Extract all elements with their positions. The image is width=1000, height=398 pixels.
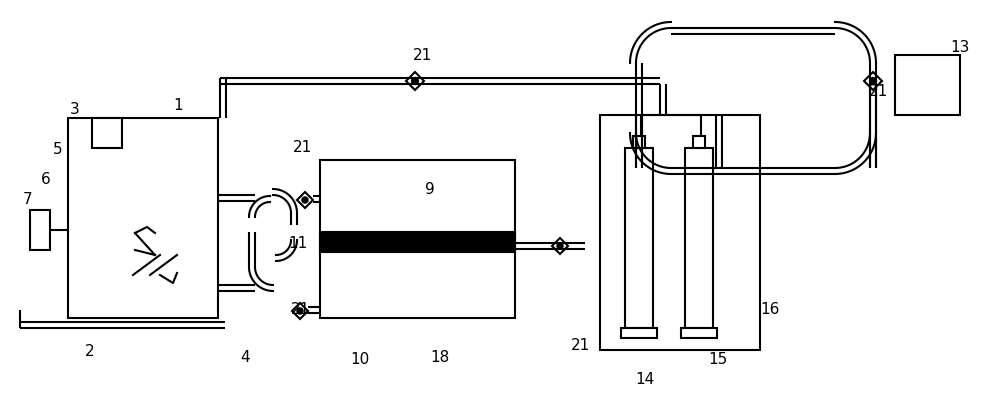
Text: 4: 4	[240, 351, 250, 365]
Bar	[693, 136, 705, 148]
Bar	[633, 136, 645, 148]
Text: 9: 9	[425, 183, 435, 197]
Text: 21: 21	[290, 302, 310, 318]
Bar	[68, 118, 218, 318]
Text: 21: 21	[412, 47, 432, 62]
Text: 10: 10	[350, 353, 370, 367]
Text: 21: 21	[293, 140, 313, 156]
Circle shape	[870, 78, 876, 84]
Bar	[895, 55, 960, 115]
Polygon shape	[297, 192, 313, 208]
Circle shape	[297, 308, 303, 314]
Polygon shape	[406, 72, 424, 90]
Text: 2: 2	[85, 345, 95, 359]
Bar	[600, 115, 760, 350]
Bar	[320, 160, 515, 318]
Text: 15: 15	[708, 353, 728, 367]
Circle shape	[302, 197, 308, 203]
Text: 14: 14	[635, 373, 655, 388]
Polygon shape	[552, 238, 568, 254]
Bar	[92, 118, 122, 148]
Text: 7: 7	[23, 193, 33, 207]
Text: 5: 5	[53, 142, 63, 158]
Circle shape	[412, 78, 418, 84]
Text: 11: 11	[288, 236, 308, 250]
Circle shape	[557, 243, 563, 249]
Text: 16: 16	[760, 302, 780, 318]
Bar	[320, 232, 515, 252]
Bar	[625, 148, 653, 328]
Text: 21: 21	[570, 338, 590, 353]
Text: 1: 1	[173, 98, 183, 113]
Bar	[685, 148, 713, 328]
Text: 21: 21	[868, 84, 888, 100]
Bar	[30, 210, 50, 250]
Bar	[621, 328, 657, 338]
Text: 18: 18	[430, 351, 450, 365]
Polygon shape	[292, 303, 308, 319]
Bar	[681, 328, 717, 338]
Text: 13: 13	[950, 41, 970, 55]
Text: 3: 3	[70, 103, 80, 117]
Text: 6: 6	[41, 172, 51, 187]
Polygon shape	[864, 72, 882, 90]
